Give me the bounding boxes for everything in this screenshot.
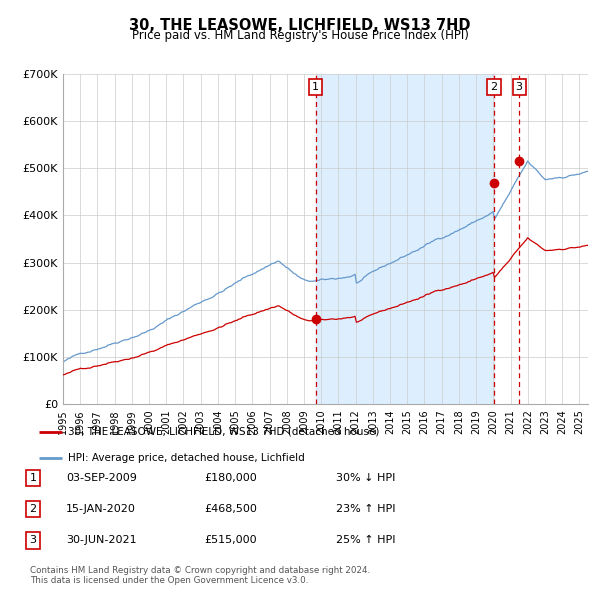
Bar	[316, 74, 494, 404]
Text: 1: 1	[312, 82, 319, 92]
Text: 30-JUN-2021: 30-JUN-2021	[66, 536, 137, 545]
Text: 3: 3	[515, 82, 523, 92]
Text: 1: 1	[29, 473, 37, 483]
Text: £515,000: £515,000	[204, 536, 257, 545]
Text: 30% ↓ HPI: 30% ↓ HPI	[336, 473, 395, 483]
Text: 2: 2	[490, 82, 497, 92]
Text: 3: 3	[29, 536, 37, 545]
Text: 30, THE LEASOWE, LICHFIELD, WS13 7HD: 30, THE LEASOWE, LICHFIELD, WS13 7HD	[129, 18, 471, 32]
Text: 23% ↑ HPI: 23% ↑ HPI	[336, 504, 395, 514]
Text: HPI: Average price, detached house, Lichfield: HPI: Average price, detached house, Lich…	[68, 453, 305, 463]
Text: 30, THE LEASOWE, LICHFIELD, WS13 7HD (detached house): 30, THE LEASOWE, LICHFIELD, WS13 7HD (de…	[68, 427, 379, 437]
Text: Price paid vs. HM Land Registry's House Price Index (HPI): Price paid vs. HM Land Registry's House …	[131, 30, 469, 42]
Text: 25% ↑ HPI: 25% ↑ HPI	[336, 536, 395, 545]
Text: 03-SEP-2009: 03-SEP-2009	[66, 473, 137, 483]
Text: £468,500: £468,500	[204, 504, 257, 514]
Text: 2: 2	[29, 504, 37, 514]
Text: £180,000: £180,000	[204, 473, 257, 483]
Text: Contains HM Land Registry data © Crown copyright and database right 2024.
This d: Contains HM Land Registry data © Crown c…	[30, 566, 370, 585]
Text: 15-JAN-2020: 15-JAN-2020	[66, 504, 136, 514]
